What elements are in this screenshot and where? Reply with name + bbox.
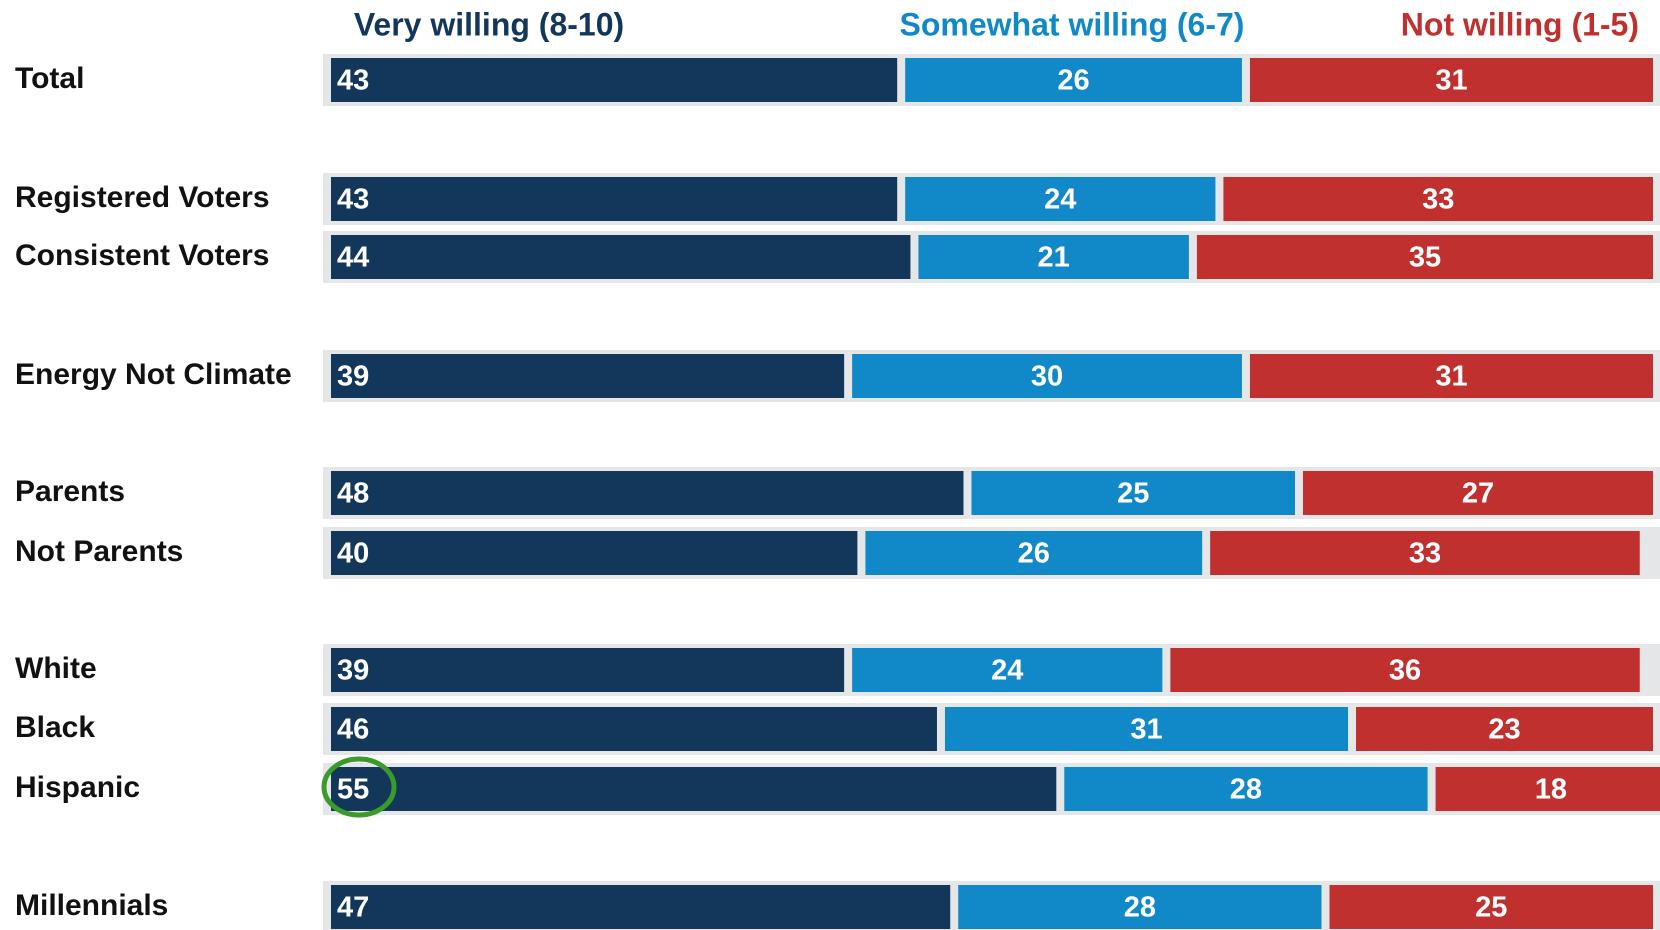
- bar-segment: [865, 531, 1203, 575]
- value-label: 27: [1462, 478, 1494, 510]
- value-label: 31: [1435, 361, 1467, 393]
- bar-segment: [1196, 235, 1653, 279]
- bar-segment: [852, 648, 1163, 692]
- category-label: Hispanic: [15, 771, 140, 804]
- value-label: 43: [337, 184, 369, 216]
- bar-segment: [331, 471, 964, 515]
- value-label: 25: [1475, 892, 1507, 924]
- value-label: 44: [337, 242, 369, 274]
- value-label: 46: [337, 714, 369, 746]
- bar-segment: [331, 354, 845, 398]
- category-label: Millennials: [15, 889, 168, 922]
- bar-segment: [331, 885, 951, 929]
- value-label: 35: [1409, 242, 1441, 274]
- value-label: 26: [1018, 538, 1050, 570]
- value-label: 31: [1435, 65, 1467, 97]
- bar-segment: [1435, 767, 1660, 811]
- category-label: Parents: [15, 475, 125, 508]
- value-label: 23: [1488, 714, 1520, 746]
- bar-segment: [1329, 885, 1653, 929]
- category-label: Consistent Voters: [15, 239, 270, 272]
- legend-entry: Not willing (1-5): [1401, 6, 1639, 42]
- value-label: 28: [1230, 774, 1262, 806]
- bar-segment: [1302, 471, 1653, 515]
- value-label: 30: [1031, 361, 1063, 393]
- value-label: 33: [1409, 538, 1441, 570]
- bar-segment: [905, 177, 1216, 221]
- highlight-circle: [321, 756, 397, 818]
- bar-segment: [331, 531, 858, 575]
- bar-segment: [852, 354, 1242, 398]
- bar-segment: [905, 58, 1242, 102]
- category-label: Energy Not Climate: [15, 358, 292, 391]
- category-label: Registered Voters: [15, 181, 270, 214]
- value-label: 55: [337, 774, 369, 806]
- bar-segment: [971, 471, 1295, 515]
- value-label: 33: [1422, 184, 1454, 216]
- value-label: 47: [337, 892, 369, 924]
- value-label: 36: [1389, 655, 1421, 687]
- value-label: 28: [1124, 892, 1156, 924]
- bar-segment: [331, 235, 911, 279]
- bar-segment: [918, 235, 1189, 279]
- value-label: 18: [1535, 774, 1567, 806]
- bar-segment: [944, 707, 1349, 751]
- value-label: 25: [1117, 478, 1149, 510]
- value-label: 39: [337, 361, 369, 393]
- bar-segment: [1249, 354, 1653, 398]
- bar-segment: [331, 58, 898, 102]
- category-label: Total: [15, 62, 84, 95]
- bar-segment: [331, 707, 937, 751]
- value-label: 40: [337, 538, 369, 570]
- bar-segment: [958, 885, 1322, 929]
- bar-segment: [1064, 767, 1428, 811]
- value-label: 26: [1057, 65, 1089, 97]
- legend-entry: Somewhat willing (6-7): [900, 6, 1245, 42]
- category-label: White: [15, 652, 97, 685]
- value-label: 39: [337, 655, 369, 687]
- value-label: 48: [337, 478, 369, 510]
- value-label: 21: [1038, 242, 1070, 274]
- bar-segment: [331, 177, 898, 221]
- category-label: Not Parents: [15, 535, 183, 568]
- bar-segment: [331, 648, 845, 692]
- value-label: 31: [1130, 714, 1162, 746]
- bar-segment: [1356, 707, 1653, 751]
- value-label: 24: [1044, 184, 1076, 216]
- legend-entry: Very willing (8-10): [354, 6, 624, 42]
- value-label: 43: [337, 65, 369, 97]
- bar-segment: [331, 767, 1057, 811]
- category-label: Black: [15, 711, 95, 744]
- bar-segment: [1170, 648, 1640, 692]
- bar-segment: [1249, 58, 1653, 102]
- value-label: 24: [991, 655, 1023, 687]
- bar-segment: [1223, 177, 1653, 221]
- bar-segment: [1210, 531, 1640, 575]
